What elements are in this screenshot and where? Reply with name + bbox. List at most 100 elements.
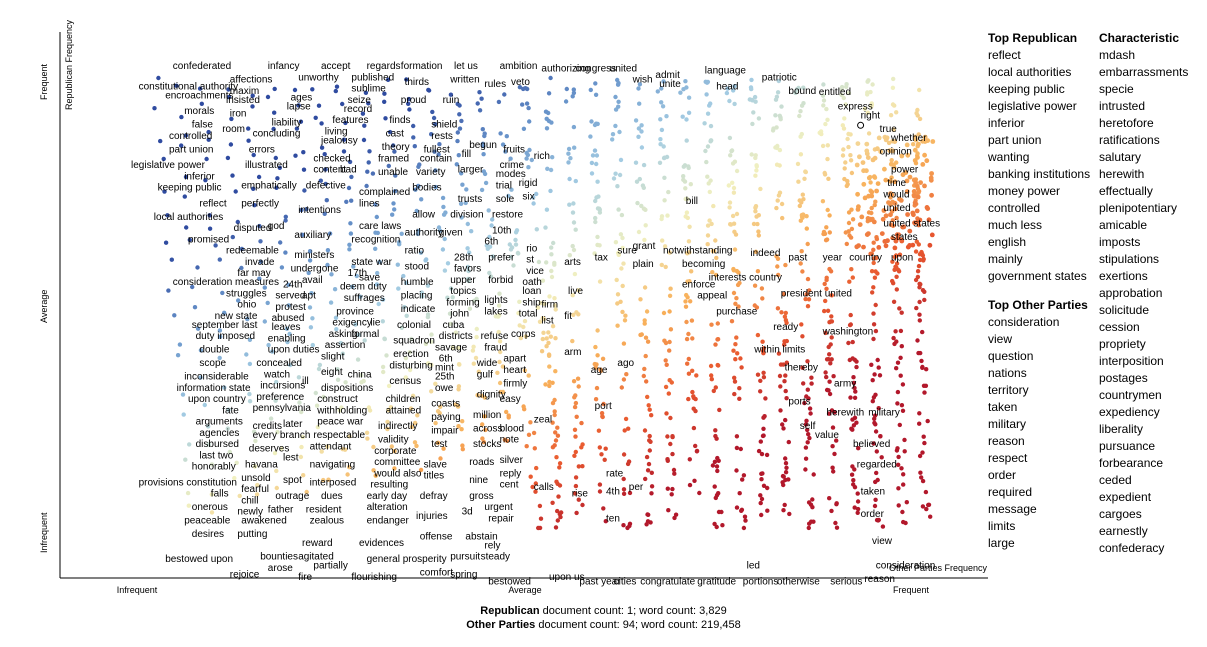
data-point[interactable]: [853, 389, 858, 394]
data-point[interactable]: [404, 77, 409, 82]
data-point[interactable]: [190, 284, 195, 290]
term-label[interactable]: sublime: [351, 84, 386, 95]
data-point[interactable]: [869, 205, 874, 211]
top-other-term[interactable]: reason: [988, 434, 1025, 448]
data-point[interactable]: [177, 342, 183, 347]
term-label[interactable]: given: [439, 228, 463, 239]
term-label[interactable]: redeemable: [226, 246, 279, 257]
data-point[interactable]: [546, 353, 552, 358]
data-point[interactable]: [737, 280, 742, 286]
term-label[interactable]: desires: [192, 529, 224, 540]
data-point[interactable]: [645, 394, 650, 400]
data-point[interactable]: [875, 477, 880, 483]
term-label[interactable]: content: [313, 165, 346, 176]
data-point[interactable]: [865, 155, 871, 161]
term-label[interactable]: maxim: [230, 86, 259, 97]
term-label[interactable]: upper: [450, 275, 476, 286]
data-point[interactable]: [614, 277, 619, 283]
data-point[interactable]: [268, 416, 274, 421]
data-point[interactable]: [621, 491, 627, 496]
data-point[interactable]: [573, 483, 579, 489]
data-point[interactable]: [611, 176, 617, 181]
data-point[interactable]: [773, 145, 778, 150]
data-point[interactable]: [830, 465, 835, 470]
data-point[interactable]: [732, 247, 738, 252]
data-point[interactable]: [401, 273, 406, 279]
term-label[interactable]: dispositions: [321, 383, 373, 394]
data-point[interactable]: [600, 414, 605, 419]
data-point[interactable]: [592, 122, 598, 128]
data-point[interactable]: [179, 143, 184, 148]
data-point[interactable]: [496, 99, 502, 105]
data-point[interactable]: [810, 497, 815, 502]
term-label[interactable]: every branch: [253, 430, 311, 441]
data-point[interactable]: [647, 438, 652, 443]
data-point[interactable]: [878, 434, 883, 439]
data-point[interactable]: [466, 278, 471, 284]
data-point[interactable]: [549, 120, 554, 125]
term-label[interactable]: protest: [275, 302, 306, 313]
term-label[interactable]: squadron: [393, 336, 435, 347]
data-point[interactable]: [885, 238, 890, 244]
data-point[interactable]: [753, 153, 758, 158]
data-point[interactable]: [643, 223, 648, 228]
data-point[interactable]: [517, 85, 523, 90]
data-point[interactable]: [218, 334, 223, 339]
term-label[interactable]: far may: [237, 268, 270, 279]
data-point[interactable]: [762, 414, 767, 419]
data-point[interactable]: [185, 490, 191, 496]
term-label[interactable]: upon country: [188, 394, 246, 405]
term-label[interactable]: zealous: [310, 516, 344, 527]
data-point[interactable]: [570, 243, 575, 249]
term-label[interactable]: within limits: [753, 345, 805, 356]
data-point[interactable]: [799, 249, 804, 254]
term-label[interactable]: paying: [431, 412, 460, 423]
data-point[interactable]: [392, 449, 397, 454]
data-point[interactable]: [827, 379, 832, 384]
term-label[interactable]: construct: [317, 394, 358, 405]
data-point[interactable]: [615, 184, 620, 189]
data-point[interactable]: [500, 389, 506, 395]
data-point[interactable]: [734, 335, 739, 340]
term-label[interactable]: bestowed: [488, 576, 531, 587]
data-point[interactable]: [866, 78, 871, 83]
data-point[interactable]: [279, 446, 284, 451]
term-label[interactable]: express: [838, 102, 873, 113]
data-point[interactable]: [166, 288, 171, 293]
data-point[interactable]: [511, 263, 516, 268]
term-label[interactable]: undergone: [291, 264, 339, 275]
data-point[interactable]: [340, 351, 345, 356]
data-point[interactable]: [354, 273, 359, 279]
term-label[interactable]: disputed: [234, 223, 272, 234]
term-label[interactable]: indeed: [750, 248, 780, 259]
data-point[interactable]: [897, 422, 902, 428]
data-point[interactable]: [550, 420, 555, 425]
data-point[interactable]: [283, 214, 288, 219]
characteristic-term[interactable]: ratifications: [1099, 133, 1160, 147]
data-point[interactable]: [890, 259, 895, 264]
data-point[interactable]: [343, 380, 348, 385]
data-point[interactable]: [892, 200, 898, 206]
data-point[interactable]: [480, 422, 485, 427]
data-point[interactable]: [890, 85, 896, 91]
term-label[interactable]: value: [815, 430, 839, 441]
data-point[interactable]: [685, 215, 690, 221]
data-point[interactable]: [537, 319, 543, 324]
data-point[interactable]: [326, 477, 331, 482]
data-point[interactable]: [801, 101, 806, 106]
data-point[interactable]: [245, 316, 250, 322]
data-point[interactable]: [903, 170, 909, 176]
term-label[interactable]: attained: [386, 405, 422, 416]
term-label[interactable]: tax: [595, 252, 608, 263]
data-point[interactable]: [528, 474, 533, 479]
top-republican-term[interactable]: english: [988, 235, 1027, 249]
term-label[interactable]: president united: [781, 288, 852, 299]
top-republican-term[interactable]: money power: [988, 184, 1061, 198]
term-label[interactable]: spring: [450, 570, 477, 581]
data-point[interactable]: [805, 276, 811, 282]
term-label[interactable]: prefer: [488, 252, 515, 263]
data-point[interactable]: [637, 101, 642, 106]
data-point[interactable]: [593, 215, 598, 221]
term-label[interactable]: chill: [241, 495, 258, 506]
data-point[interactable]: [534, 465, 539, 471]
